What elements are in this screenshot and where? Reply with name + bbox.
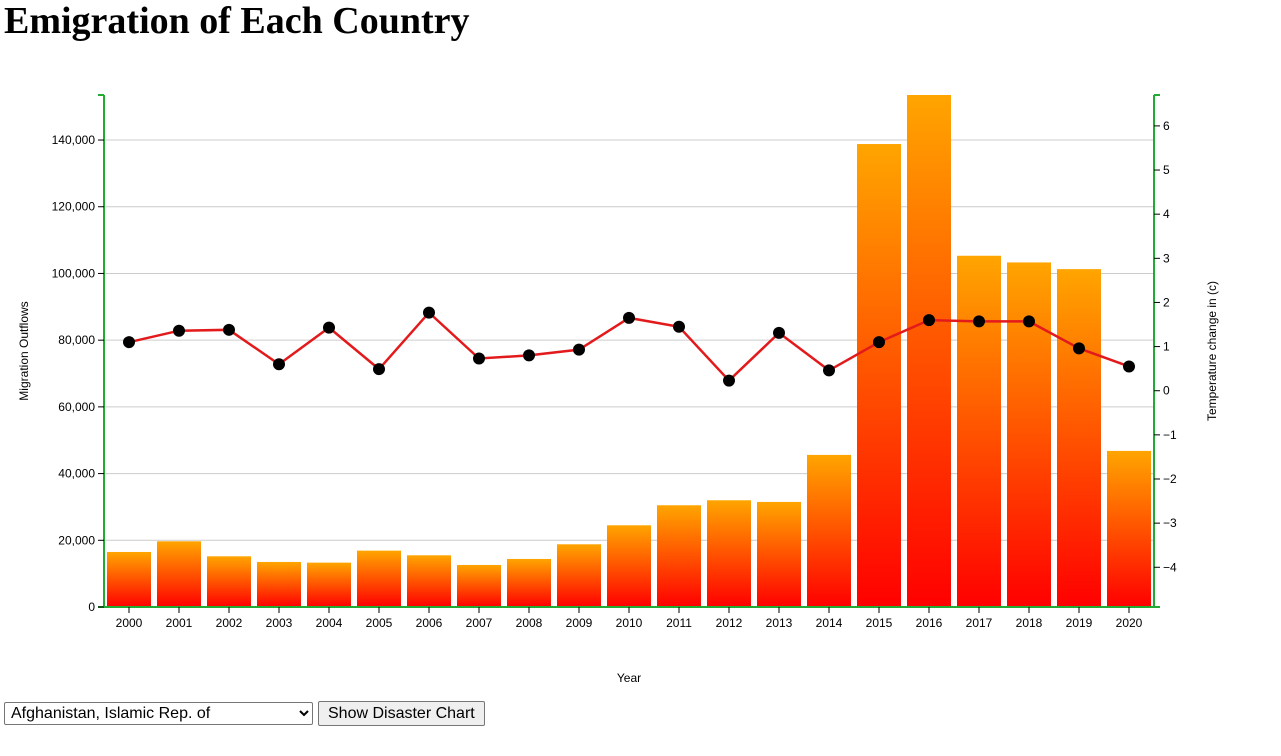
bar-2008 <box>507 558 551 607</box>
x-tick-label: 2013 <box>766 616 793 630</box>
bar-2016 <box>907 95 951 607</box>
controls-bar: Afghanistan, Islamic Rep. of Show Disast… <box>4 701 485 726</box>
y2-tick-label: 6 <box>1163 119 1170 133</box>
x-tick-label: 2007 <box>466 616 493 630</box>
x-tick-label: 2000 <box>116 616 143 630</box>
bar-2005 <box>357 550 401 607</box>
y2-tick-label: 2 <box>1163 295 1170 309</box>
x-tick-label: 2017 <box>966 616 993 630</box>
y2-tick-label: −1 <box>1163 428 1177 442</box>
axes: 0 20,000 40,000 60,000 80,000 100,000 120,000 1… <box>52 94 1177 630</box>
temperature-point-2012 <box>723 374 735 387</box>
temperature-point-2019 <box>1073 342 1085 355</box>
y-tick-label: 0 <box>88 600 95 614</box>
temperature-point-2001 <box>173 324 185 337</box>
temperature-point-2005 <box>373 363 385 376</box>
bar-2012 <box>707 500 751 607</box>
emigration-chart: 0 20,000 40,000 60,000 80,000 100,000 120,000 1… <box>17 94 1219 685</box>
y2-tick-label: 5 <box>1163 163 1170 177</box>
temperature-point-2014 <box>823 364 835 377</box>
y2-tick-label: 3 <box>1163 251 1170 265</box>
x-tick-label: 2019 <box>1066 616 1093 630</box>
x-tick-label: 2005 <box>366 616 393 630</box>
bar-2018 <box>1007 262 1051 607</box>
x-tick-label: 2016 <box>916 616 943 630</box>
bar-2004 <box>307 562 351 607</box>
x-tick-label: 2015 <box>866 616 893 630</box>
x-tick-label: 2018 <box>1016 616 1043 630</box>
y-tick-label: 60,000 <box>58 400 95 414</box>
bar-2020 <box>1107 450 1151 607</box>
y2-axis-label: Temperature change in (c) <box>1205 281 1219 421</box>
temperature-line <box>123 306 1135 387</box>
x-tick-label: 2001 <box>166 616 193 630</box>
x-tick-label: 2010 <box>616 616 643 630</box>
country-select[interactable]: Afghanistan, Islamic Rep. of <box>4 702 313 725</box>
temperature-point-2008 <box>523 349 535 362</box>
temperature-point-2003 <box>273 358 285 371</box>
temperature-point-2016 <box>923 314 935 327</box>
y-tick-label: 80,000 <box>58 333 95 347</box>
bar-2010 <box>607 525 651 607</box>
bar-2017 <box>957 255 1001 607</box>
gridlines <box>104 139 1154 541</box>
y-tick-label: 20,000 <box>58 533 95 547</box>
bar-2006 <box>407 555 451 607</box>
x-tick-label: 2006 <box>416 616 443 630</box>
x-tick-label: 2020 <box>1116 616 1143 630</box>
temperature-point-2020 <box>1123 360 1135 373</box>
x-tick-label: 2004 <box>316 616 343 630</box>
temperature-point-2009 <box>573 343 585 356</box>
temperature-point-2013 <box>773 326 785 339</box>
y-tick-label: 100,000 <box>52 266 96 280</box>
y2-tick-label: −4 <box>1163 560 1177 574</box>
bar-2002 <box>207 556 251 607</box>
temperature-point-2000 <box>123 336 135 349</box>
bar-2013 <box>757 501 801 607</box>
bar-2015 <box>857 144 901 607</box>
y2-tick-label: −2 <box>1163 472 1177 486</box>
temperature-point-2010 <box>623 311 635 324</box>
y-tick-label: 40,000 <box>58 467 95 481</box>
bar-2000 <box>107 551 151 607</box>
bar-2019 <box>1057 269 1101 607</box>
bar-2014 <box>807 454 851 607</box>
y-tick-label: 140,000 <box>52 133 96 147</box>
bar-2007 <box>457 564 501 607</box>
temperature-point-2015 <box>873 336 885 349</box>
y2-tick-label: 0 <box>1163 384 1170 398</box>
x-tick-label: 2002 <box>216 616 243 630</box>
y2-tick-label: 1 <box>1163 340 1170 354</box>
bar-2011 <box>657 505 701 607</box>
temperature-point-2018 <box>1023 315 1035 328</box>
bars <box>107 95 1151 607</box>
temperature-point-2006 <box>423 306 435 319</box>
bar-2003 <box>257 561 301 607</box>
y-tick-label: 120,000 <box>52 200 96 214</box>
page-title: Emigration of Each Country <box>4 0 470 42</box>
x-tick-label: 2012 <box>716 616 743 630</box>
temperature-point-2002 <box>223 323 235 336</box>
temperature-point-2007 <box>473 352 485 365</box>
y2-tick-label: −3 <box>1163 516 1177 530</box>
x-tick-label: 2008 <box>516 616 543 630</box>
temperature-point-2011 <box>673 320 685 333</box>
y2-tick-label: 4 <box>1163 207 1170 221</box>
x-axis-label: Year <box>617 671 641 685</box>
temperature-point-2017 <box>973 315 985 328</box>
temperature-point-2004 <box>323 321 335 334</box>
x-tick-label: 2003 <box>266 616 293 630</box>
bar-2001 <box>157 541 201 607</box>
show-disaster-chart-button[interactable]: Show Disaster Chart <box>318 701 485 726</box>
x-tick-label: 2014 <box>816 616 843 630</box>
bar-2009 <box>557 544 601 607</box>
x-tick-label: 2011 <box>666 616 692 630</box>
x-tick-label: 2009 <box>566 616 593 630</box>
y-axis-label: Migration Outflows <box>17 301 31 400</box>
